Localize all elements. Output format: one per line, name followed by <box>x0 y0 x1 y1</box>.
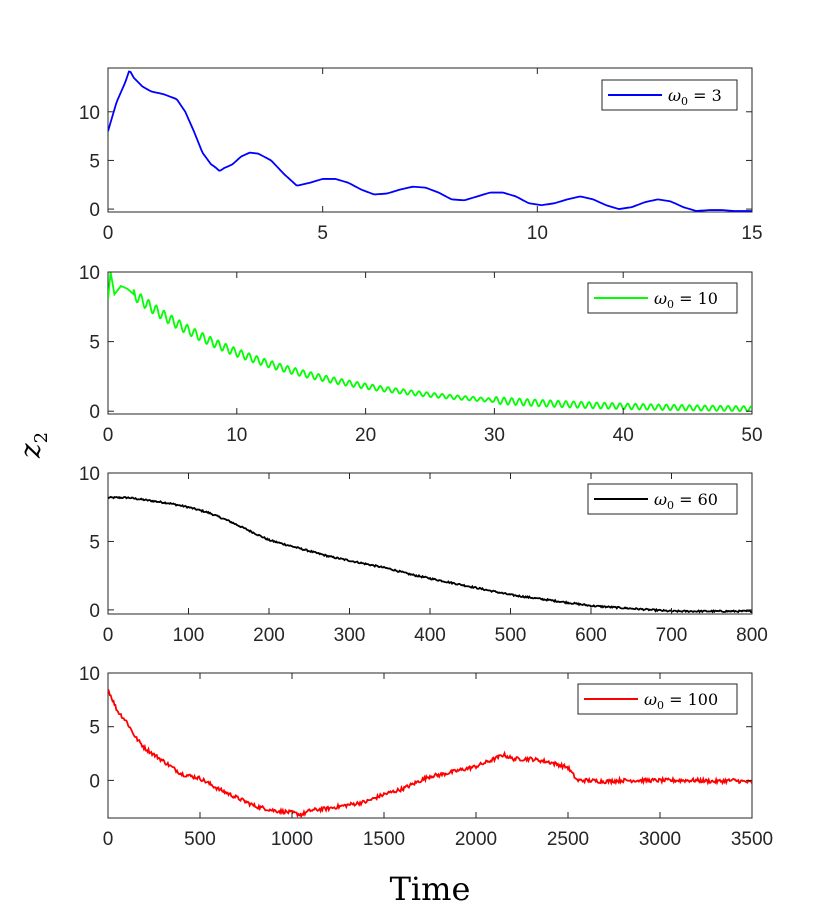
y-tick-label: 0 <box>89 601 100 622</box>
panel-3: 0 100 200 300 400 500 600 700 800 0 5 10 ω0 = 60 <box>79 464 768 646</box>
legend-label: ω0 = 60 <box>654 490 718 512</box>
y-tick-label: 10 <box>79 664 100 685</box>
y-tick-label: 5 <box>89 151 100 172</box>
y-axis-label: z2 <box>14 432 52 459</box>
x-tick-label: 2000 <box>455 829 497 850</box>
x-tick-label: 1000 <box>271 829 313 850</box>
x-tick-label: 800 <box>736 625 768 646</box>
x-tick-label: 300 <box>334 625 366 646</box>
x-tick-label: 0 <box>103 829 114 850</box>
x-tick-label: 700 <box>656 625 688 646</box>
x-tick-label: 2500 <box>547 829 589 850</box>
x-tick-label: 500 <box>184 829 216 850</box>
data-line <box>108 688 752 818</box>
data-line <box>108 272 752 413</box>
y-tick-label: 10 <box>79 263 100 284</box>
legend: ω0 = 10 <box>587 282 738 314</box>
legend: ω0 = 60 <box>587 483 738 515</box>
legend-label: ω0 = 100 <box>644 690 718 712</box>
y-tick-label: 0 <box>89 771 100 792</box>
x-tick-label: 50 <box>741 425 762 446</box>
x-tick-label: 20 <box>355 425 376 446</box>
panel-1: 0 5 10 15 0 5 10 ω0 = 3 <box>79 67 763 244</box>
legend: ω0 = 3 <box>601 79 738 111</box>
x-tick-label: 1500 <box>363 829 405 850</box>
x-tick-label: 600 <box>575 625 607 646</box>
x-tick-label: 30 <box>484 425 505 446</box>
x-tick-label: 0 <box>103 625 114 646</box>
x-tick-label: 0 <box>103 223 114 244</box>
y-tick-label: 0 <box>89 402 100 423</box>
y-tick-label: 5 <box>89 333 100 354</box>
x-tick-label: 10 <box>226 425 247 446</box>
y-tick-label: 10 <box>79 464 100 485</box>
x-tick-label: 3500 <box>731 829 773 850</box>
legend-label: ω0 = 3 <box>668 86 722 108</box>
x-tick-label: 100 <box>173 625 205 646</box>
y-tick-label: 0 <box>89 200 100 221</box>
legend-label: ω0 = 10 <box>654 289 718 311</box>
x-tick-label: 3000 <box>639 829 681 850</box>
y-tick-label: 5 <box>89 532 100 553</box>
x-tick-label: 40 <box>613 425 634 446</box>
x-tick-label: 200 <box>253 625 285 646</box>
x-axis-label: Time <box>390 870 471 908</box>
x-tick-label: 15 <box>741 223 762 244</box>
data-line <box>108 495 752 614</box>
panel-4: 0 500 1000 1500 2000 2500 3000 3500 0 5 10 ω0 = 100 <box>79 664 773 850</box>
y-tick-label: 5 <box>89 718 100 739</box>
y-tick-label: 10 <box>79 103 100 124</box>
x-tick-label: 500 <box>495 625 527 646</box>
panel-2: 0 10 20 30 40 50 0 5 10 ω0 = 10 <box>79 263 763 446</box>
legend: ω0 = 100 <box>577 683 738 715</box>
x-tick-label: 10 <box>527 223 548 244</box>
x-tick-label: 0 <box>103 425 114 446</box>
x-tick-label: 5 <box>317 223 328 244</box>
data-line <box>108 70 752 212</box>
x-tick-label: 400 <box>414 625 446 646</box>
